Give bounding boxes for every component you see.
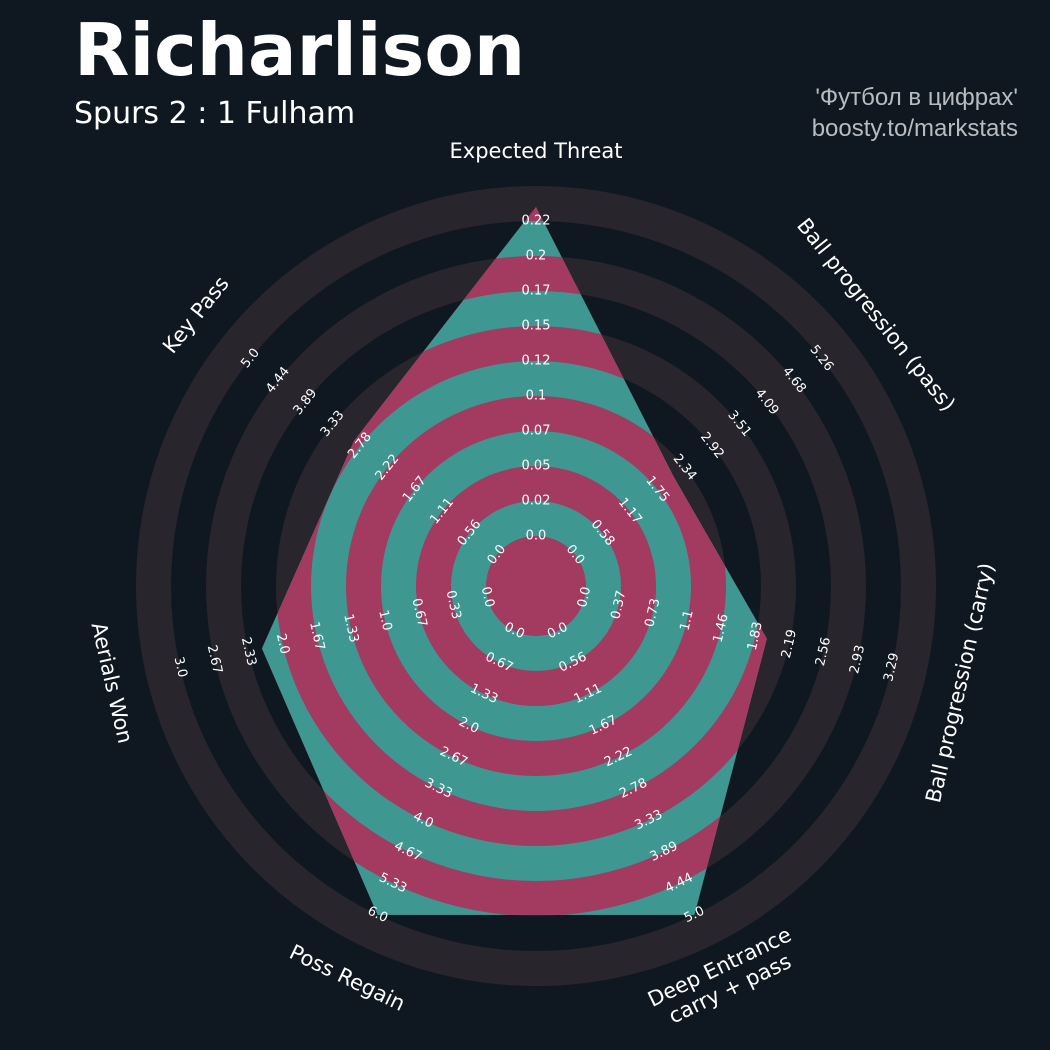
tick-label: 1.67 xyxy=(306,620,327,652)
credit-line-1: 'Футбол в цифрах' xyxy=(815,84,1018,111)
tick-label: 2.93 xyxy=(847,644,868,676)
tick-label: 0.73 xyxy=(642,597,663,629)
match-score-subtitle: Spurs 2 : 1 Fulham xyxy=(74,96,356,131)
tick-label: 0.37 xyxy=(608,589,629,621)
tick-label: 1.46 xyxy=(711,613,732,645)
tick-label: 0.17 xyxy=(522,284,551,299)
tick-label: 2.0 xyxy=(273,632,292,656)
tick-label: 0.15 xyxy=(522,319,551,334)
tick-label: 0.07 xyxy=(522,424,551,439)
tick-label: 2.56 xyxy=(813,636,834,668)
tick-label: 3.29 xyxy=(881,651,902,683)
tick-label: 0.0 xyxy=(575,585,594,609)
tick-label: 1.0 xyxy=(375,609,394,633)
credit-block: 'Футбол в цифрах' boosty.to/markstats xyxy=(812,82,1018,144)
tick-label: 2.19 xyxy=(779,628,800,660)
tick-label: 1.83 xyxy=(745,620,766,652)
axis-label-line: Expected Threat xyxy=(450,139,623,163)
tick-label: 3.0 xyxy=(171,655,190,679)
tick-label: 1.33 xyxy=(340,613,361,645)
tick-label: 0.1 xyxy=(526,389,547,404)
axis-label: Expected Threat xyxy=(450,139,623,163)
tick-label: 2.33 xyxy=(238,636,259,668)
tick-label: 0.2 xyxy=(526,249,547,264)
tick-label: 0.12 xyxy=(522,354,551,369)
tick-label: 0.05 xyxy=(522,459,551,474)
axis-label-line: Aerials Won xyxy=(86,620,137,746)
tick-label: 0.33 xyxy=(443,589,464,621)
tick-label: 0.0 xyxy=(526,529,547,544)
tick-label: 1.1 xyxy=(677,609,696,633)
tick-label: 0.67 xyxy=(408,597,429,629)
tick-label: 0.02 xyxy=(522,494,551,509)
inner-ring-center xyxy=(486,536,586,636)
tick-label: 2.67 xyxy=(204,644,225,676)
credit-line-2: boosty.to/markstats xyxy=(811,115,1018,143)
axis-label: Aerials Won xyxy=(86,620,137,746)
player-name-title: Richarlison xyxy=(74,8,526,92)
tick-label: 0.22 xyxy=(522,214,551,229)
tick-label: 0.0 xyxy=(478,585,497,609)
